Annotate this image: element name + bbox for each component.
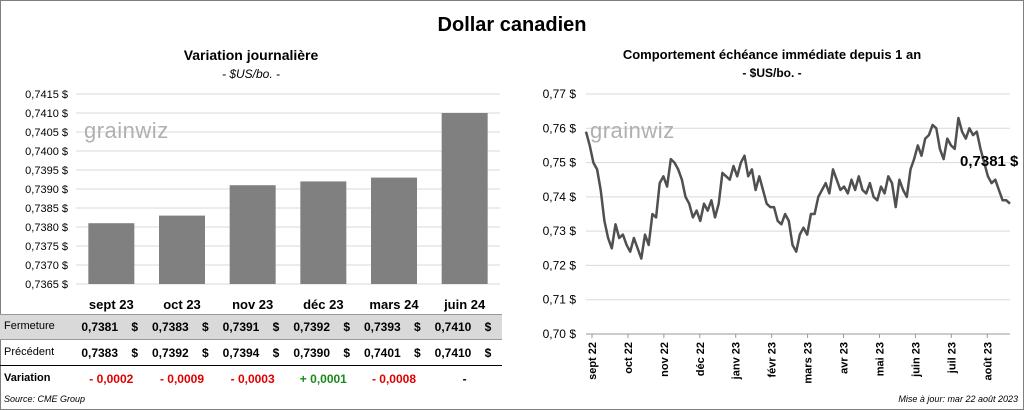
grainwiz-logo-right: grainwiz [590,118,675,143]
cell-currency: $ [343,320,351,334]
line-chart: 0,70 $ 0,71 $ 0,72 $ 0,73 $ 0,74 $ 0,75 $ 0,76… [543,87,1011,384]
source-note: Source: CME Group [4,394,86,404]
x-tick-label: mars 23 [803,342,815,384]
variation-label: Variation [4,372,51,384]
y-tick-label: 0,7365 $ [25,279,68,291]
x-tick-label: nov 22 [659,342,671,377]
y-tick-label: 0,74 $ [543,190,577,204]
x-tick-label: janv 23 [731,342,743,380]
cell-value: 0,7394 [222,346,260,360]
bar [159,215,205,284]
grainwiz-logo-left: grainwiz [84,118,169,143]
bar [229,185,276,284]
cell-currency: $ [414,346,421,360]
table-row-precedent: Précédent 0,7383 $0,7392 $0,7394 $0,7390 $0,… [0,341,502,366]
cell-value: 0,7410 [434,346,472,360]
bar [300,181,347,284]
x-tick-label: oct 23 [163,297,201,312]
y-tick-label: 0,70 $ [543,327,577,341]
table-row-variation: Variation - 0,0002 - 0,0009 - 0,0003 + 0,00… [0,367,502,391]
y-tick-label: 0,7415 $ [25,89,68,101]
cell-value: 0,7392 [293,320,331,334]
y-tick-label: 0,72 $ [543,258,577,272]
price-line [584,116,1011,260]
cell-currency: $ [272,320,280,334]
x-tick-label: juin 23 [910,342,922,378]
variation-cell: - 0,0003 [230,372,275,386]
cell-currency: $ [202,320,209,334]
y-tick-label: 0,77 $ [543,87,577,101]
cell-currency: $ [414,320,421,334]
cell-value: 0,7383 [152,320,189,334]
x-tick-label: nov 23 [232,297,273,312]
y-tick-label: 0,7405 $ [25,127,68,139]
y-tick-label: 0,7375 $ [25,241,68,253]
cell-currency: $ [343,346,351,360]
y-tick-label: 0,7380 $ [25,222,68,234]
x-tick-label: août 23 [982,342,994,381]
x-tick-label: mai 23 [874,342,886,376]
left-chart-unit: - $US/bo. - [221,67,281,81]
cell-value: 0,7410 [434,320,472,334]
cell-value: 0,7392 [152,346,189,360]
x-tick-label: avr 23 [839,342,851,374]
y-tick-label: 0,7395 $ [25,165,68,177]
cell-value: 0,7381 [81,320,119,334]
precedent-label: Précédent [4,346,55,358]
y-tick-label: 0,7400 $ [25,146,68,158]
y-tick-label: 0,7410 $ [25,108,68,120]
cell-currency: $ [131,346,139,360]
x-tick-label: déc 23 [303,297,343,312]
variation-cell: - 0,0002 [89,372,134,386]
cell-value: 0,7390 [293,346,331,360]
right-chart-title: Comportement échéance immédiate depuis 1… [622,47,922,62]
x-tick-label: juil 23 [946,342,958,374]
cell-value: 0,7401 [364,346,401,360]
variation-cell: - 0,0009 [159,372,205,386]
x-tick-label: mars 24 [369,297,419,312]
variation-cell: - 0,0008 [371,372,417,386]
y-tick-label: 0,7390 $ [25,184,68,196]
cell-value: 0,7391 [222,320,260,334]
x-tick-label: déc 22 [695,342,707,376]
left-chart-title: Variation journalière [183,47,319,63]
bar [88,223,135,284]
variation-cell: - [462,372,467,386]
x-tick-label: sept 22 [587,342,599,380]
x-tick-label: sept 23 [89,297,134,312]
x-tick-label: juin 24 [443,297,486,312]
y-tick-label: 0,75 $ [543,156,577,170]
right-chart-unit: - $US/bo. - [742,66,802,80]
cell-currency: $ [272,346,280,360]
x-tick-label: oct 22 [623,342,635,374]
y-tick-label: 0,71 $ [543,293,577,307]
y-tick-label: 0,76 $ [543,121,577,135]
cell-value: 0,7383 [81,346,119,360]
fermeture-label: Fermeture [4,320,55,332]
variation-cell: + 0,0001 [299,372,347,386]
update-note: Mise à jour: mar 22 août 2023 [898,394,1018,404]
table-row-fermeture: Fermeture 0,7381 $0,7383 $0,7391 $0,7392 $0,… [0,314,502,340]
cell-currency: $ [484,346,492,360]
y-tick-label: 0,7385 $ [25,203,68,215]
main-title: Dollar canadien [437,14,587,36]
bar [441,113,488,284]
cell-currency: $ [484,320,492,334]
last-value-label: 0,7381 $ [960,153,1019,170]
cell-value: 0,7393 [364,320,401,334]
cell-currency: $ [202,346,209,360]
x-tick-label: févr 23 [767,342,779,377]
y-tick-label: 0,7370 $ [25,260,68,272]
bar [371,177,417,284]
bar-chart: 0,7365 $ 0,7370 $ 0,7375 $ 0,7380 $ 0,7385 $… [25,89,500,312]
y-tick-label: 0,73 $ [543,224,577,238]
cell-currency: $ [131,320,139,334]
